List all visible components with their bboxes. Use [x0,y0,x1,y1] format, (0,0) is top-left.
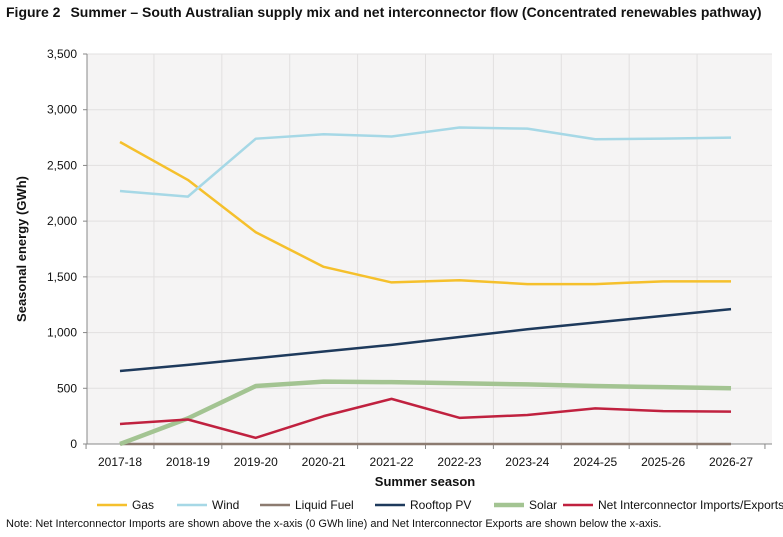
x-tick-label: 2025-26 [641,455,685,469]
y-tick-label: 0 [70,437,77,451]
series-line-rooftop-pv [119,307,732,373]
figure-label: Figure 2 [6,4,61,20]
chart-note: Note: Net Interconnector Imports are sho… [6,518,662,530]
x-tick-label: 2026-27 [709,455,753,469]
y-tick-label: 1,500 [47,270,77,284]
legend-label: Net Interconnector Imports/Exports [598,498,783,512]
y-tick-label: 1,000 [47,326,77,340]
x-tick-label: 2023-24 [505,455,549,469]
x-tick-label: 2019-20 [234,455,278,469]
y-tick-label: 3,000 [47,103,77,117]
legend-label: Rooftop PV [410,498,471,512]
series-line-wind [119,126,732,198]
x-axis-title: Summer season [375,474,475,489]
series-line-gas [119,140,731,286]
series-line-net-interconnector-imports-exports [119,397,732,440]
chart-title: Figure 2 Summer – South Australian supply… [6,4,776,21]
series-line-solar [119,379,732,447]
x-tick-label: 2022-23 [437,455,481,469]
x-tick-label: 2021-22 [370,455,414,469]
y-tick-label: 2,000 [47,214,77,228]
legend-label: Wind [212,498,239,512]
y-tick-label: 2,500 [47,158,77,172]
title-text: Summer – South Australian supply mix and… [70,4,762,20]
y-tick-label: 500 [57,381,77,395]
legend-label: Gas [132,498,154,512]
y-axis-title: Seasonal energy (GWh) [14,176,29,322]
legend-label: Solar [529,498,557,512]
plot-area [87,54,772,444]
x-tick-label: 2017-18 [98,455,142,469]
x-tick-label: 2020-21 [302,455,346,469]
x-tick-label: 2024-25 [573,455,617,469]
legend-label: Liquid Fuel [295,498,354,512]
x-tick-label: 2018-19 [166,455,210,469]
y-tick-label: 3,500 [47,47,77,61]
